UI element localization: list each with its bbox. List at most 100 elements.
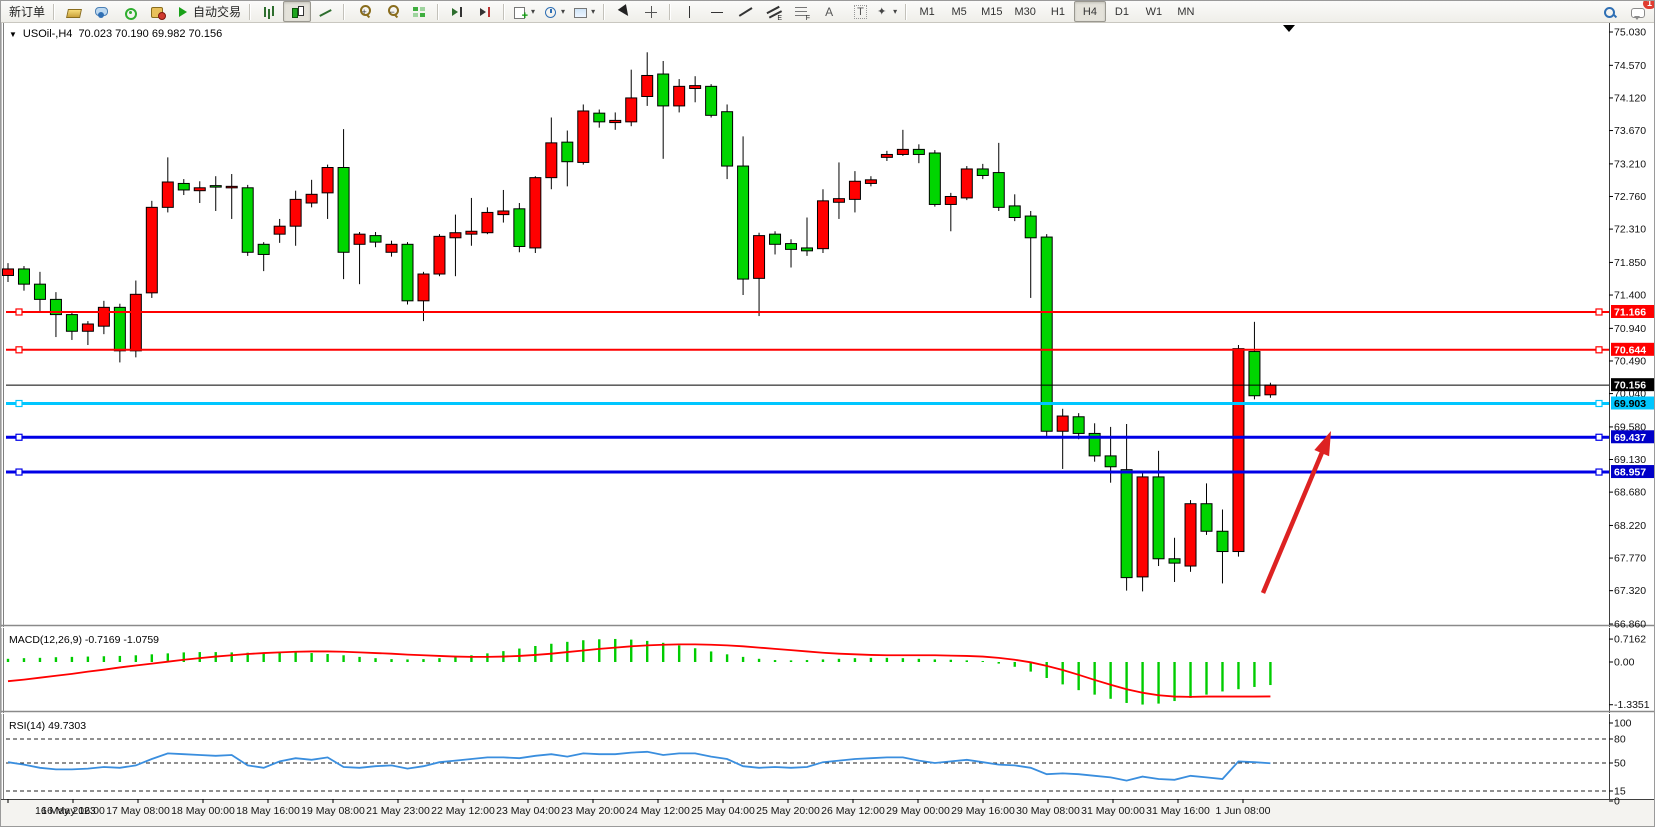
svg-text:25 May 20:00: 25 May 20:00 xyxy=(756,805,820,817)
crosshair-button[interactable] xyxy=(637,1,665,22)
svg-text:29 May 00:00: 29 May 00:00 xyxy=(886,805,950,817)
equidistant-channel-button[interactable] xyxy=(759,1,787,22)
text-button[interactable] xyxy=(815,1,843,22)
svg-text:25 May 04:00: 25 May 04:00 xyxy=(691,805,755,817)
autotrading-button[interactable]: 自动交易 xyxy=(172,1,245,22)
price-axis[interactable]: 75.030 74.570 74.120 73.670 73.210 72.760 72.3… xyxy=(1609,27,1646,631)
timeframe-h1-button[interactable]: H1 xyxy=(1050,5,1065,18)
bar-chart-button[interactable] xyxy=(255,1,283,22)
svg-text:21 May 23:00: 21 May 23:00 xyxy=(366,805,430,817)
chart-shift-button[interactable] xyxy=(471,1,499,22)
tile-windows-button[interactable] xyxy=(405,1,433,22)
periods-icon xyxy=(543,5,557,19)
line-chart-icon xyxy=(318,5,332,19)
timeframe-d1-button[interactable]: D1 xyxy=(1114,5,1129,18)
zoom-out-button[interactable] xyxy=(377,1,405,22)
candlestick-chart-icon xyxy=(290,5,305,19)
vertical-line-button[interactable] xyxy=(675,1,703,22)
candlesticks xyxy=(2,52,1277,592)
horizontal-lines[interactable]: 71.166 70.644 70.156 69.903 69.437 68.957 xyxy=(6,304,1655,479)
svg-text:100: 100 xyxy=(1614,718,1632,730)
timeframe-m1-button[interactable]: M1 xyxy=(919,5,935,18)
text-label-button[interactable] xyxy=(843,1,871,22)
metaeditor-icon[interactable] xyxy=(59,1,87,22)
svg-text:72.310: 72.310 xyxy=(1614,224,1646,236)
svg-text:18 May 16:00: 18 May 16:00 xyxy=(236,805,300,817)
timeframe-m5-button[interactable]: M5 xyxy=(951,5,967,18)
svg-text:67.320: 67.320 xyxy=(1614,585,1646,597)
svg-text:75.030: 75.030 xyxy=(1614,27,1646,39)
toolbar-separator xyxy=(53,3,56,20)
bar-chart-icon xyxy=(262,5,276,19)
fibonacci-icon xyxy=(794,5,810,22)
indicators-button[interactable]: ▾ xyxy=(509,1,539,22)
trendline-button[interactable] xyxy=(731,1,759,22)
signals-icon[interactable] xyxy=(115,1,143,22)
svg-text:1 Jun 08:00: 1 Jun 08:00 xyxy=(1216,805,1271,817)
zoom-out-icon xyxy=(384,4,399,19)
chart-area[interactable]: 75.030 74.570 74.120 73.670 73.210 72.760 72.3… xyxy=(1,23,1655,827)
new-order-button[interactable]: 新订单 xyxy=(9,5,46,19)
line-chart-button[interactable] xyxy=(311,1,339,22)
svg-text:24 May 12:00: 24 May 12:00 xyxy=(626,805,690,817)
timeframe-mn-button[interactable]: MN xyxy=(1177,5,1195,18)
auto-scroll-button[interactable] xyxy=(443,1,471,22)
chart-svg[interactable]: 75.030 74.570 74.120 73.670 73.210 72.760 72.3… xyxy=(1,23,1655,827)
fibonacci-button[interactable] xyxy=(787,1,815,22)
macd-indicator-label: MACD(12,26,9) -0.7169 -1.0759 xyxy=(9,634,160,646)
svg-text:74.570: 74.570 xyxy=(1614,60,1646,72)
chat-icon xyxy=(1630,5,1646,20)
toolbar-separator xyxy=(249,3,252,20)
notifications-button[interactable]: 1 xyxy=(1624,1,1654,22)
toolbar-separator xyxy=(343,3,346,20)
timeframe-m15-button[interactable]: M15 xyxy=(981,5,1003,18)
svg-text:23 May 04:00: 23 May 04:00 xyxy=(496,805,560,817)
play-icon xyxy=(176,5,190,19)
zoom-in-button[interactable] xyxy=(349,1,377,22)
candlestick-chart-button[interactable] xyxy=(283,1,312,22)
svg-text:70.490: 70.490 xyxy=(1614,355,1646,367)
svg-text:68.680: 68.680 xyxy=(1614,487,1646,499)
text-icon xyxy=(822,5,836,19)
templates-button[interactable]: ▾ xyxy=(569,1,599,22)
svg-text:31 May 00:00: 31 May 00:00 xyxy=(1081,805,1145,817)
chart-shift-marker[interactable] xyxy=(1283,25,1295,32)
text-label-icon xyxy=(850,4,867,19)
search-icon xyxy=(1602,5,1616,19)
svg-text:67.770: 67.770 xyxy=(1614,553,1646,565)
community-icon[interactable] xyxy=(87,1,115,22)
chevron-down-icon[interactable]: ▼ xyxy=(9,29,17,39)
svg-text:74.120: 74.120 xyxy=(1614,92,1646,104)
market-icon[interactable] xyxy=(143,1,171,22)
svg-text:68.220: 68.220 xyxy=(1614,520,1646,532)
svg-text:16 May 16:00: 16 May 16:00 xyxy=(41,805,105,817)
horizontal-line-icon xyxy=(710,5,724,19)
toolbar-separator xyxy=(503,3,506,20)
svg-text:69.903: 69.903 xyxy=(1614,398,1646,410)
svg-text:16 May 2023: 16 May 2023 xyxy=(35,805,96,817)
timeframe-w1-button[interactable]: W1 xyxy=(1145,5,1163,18)
tile-windows-icon xyxy=(412,5,426,19)
svg-text:30 May 08:00: 30 May 08:00 xyxy=(1016,805,1080,817)
svg-text:68.957: 68.957 xyxy=(1614,467,1646,479)
trendline-icon xyxy=(738,5,752,19)
chart-shift-icon xyxy=(478,5,492,19)
timeframe-h4-button[interactable]: H4 xyxy=(1073,1,1106,22)
caret-icon: ▾ xyxy=(893,7,898,16)
toolbar-separator xyxy=(437,3,440,20)
arrows-button[interactable]: ▾ xyxy=(871,1,901,22)
red-arrow-annotation[interactable] xyxy=(1260,431,1331,594)
toolbar-separator xyxy=(905,3,908,20)
svg-text:23 May 20:00: 23 May 20:00 xyxy=(561,805,625,817)
svg-text:17 May 08:00: 17 May 08:00 xyxy=(106,805,170,817)
cursor-button[interactable] xyxy=(609,1,637,22)
svg-text:72.760: 72.760 xyxy=(1614,191,1646,203)
indicators-icon xyxy=(513,5,528,22)
ohlc-values: 70.023 70.190 69.982 70.156 xyxy=(78,28,223,40)
horizontal-line-button[interactable] xyxy=(703,1,731,22)
timeframe-m30-button[interactable]: M30 xyxy=(1014,5,1036,18)
search-button[interactable] xyxy=(1595,1,1623,22)
autotrading-label: 自动交易 xyxy=(193,5,242,19)
periods-button[interactable]: ▾ xyxy=(539,1,569,22)
